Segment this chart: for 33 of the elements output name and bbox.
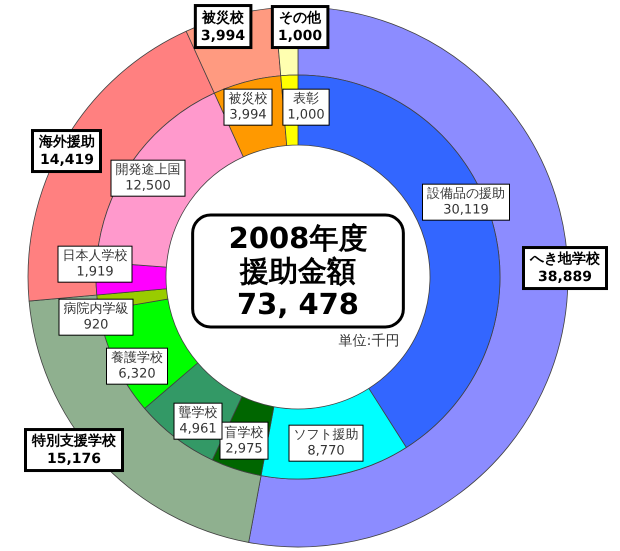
- slice-label: へき地学校: [529, 251, 601, 268]
- slice-label: 特別支援学校: [31, 433, 117, 450]
- slice-label: 病院内学級: [64, 302, 128, 317]
- text: 単位:千円: [338, 333, 400, 349]
- slice-label: 海外援助: [38, 134, 95, 150]
- data-label: 15,176: [46, 451, 102, 468]
- data-label: 2,975: [225, 442, 263, 457]
- text: 73, 478: [236, 287, 360, 321]
- slice-label: ソフト援助: [294, 428, 358, 443]
- data-label: 920: [84, 318, 108, 333]
- data-label: 4,961: [179, 422, 217, 437]
- slice-label: 聾学校: [178, 406, 218, 421]
- data-label: 3,994: [200, 28, 246, 44]
- data-label: 38,889: [538, 269, 592, 286]
- slice-label: 設備品の援助: [427, 186, 505, 202]
- data-label: 1,000: [278, 28, 322, 44]
- data-label: 8,770: [307, 444, 345, 459]
- slice-label: 被災校: [201, 9, 245, 26]
- data-label: 14,419: [40, 152, 94, 168]
- data-label: 1,919: [76, 264, 114, 280]
- data-label: 12,500: [125, 178, 171, 194]
- data-label: 3,994: [229, 108, 267, 123]
- slice-label: 開発途上国: [116, 162, 180, 178]
- text: 2008年度援助金額: [228, 221, 368, 288]
- slice-label: 表彰: [293, 92, 319, 107]
- data-label: 1,000: [287, 108, 325, 123]
- data-label: 30,119: [443, 202, 489, 218]
- slice-label: 盲学校: [224, 424, 264, 441]
- data-label: 6,320: [118, 366, 156, 382]
- slice-label: 養護学校: [111, 350, 163, 366]
- slice-label: 日本人学校: [62, 248, 128, 264]
- slice-label: その他: [279, 10, 322, 26]
- slice-label: 被災校: [228, 92, 268, 107]
